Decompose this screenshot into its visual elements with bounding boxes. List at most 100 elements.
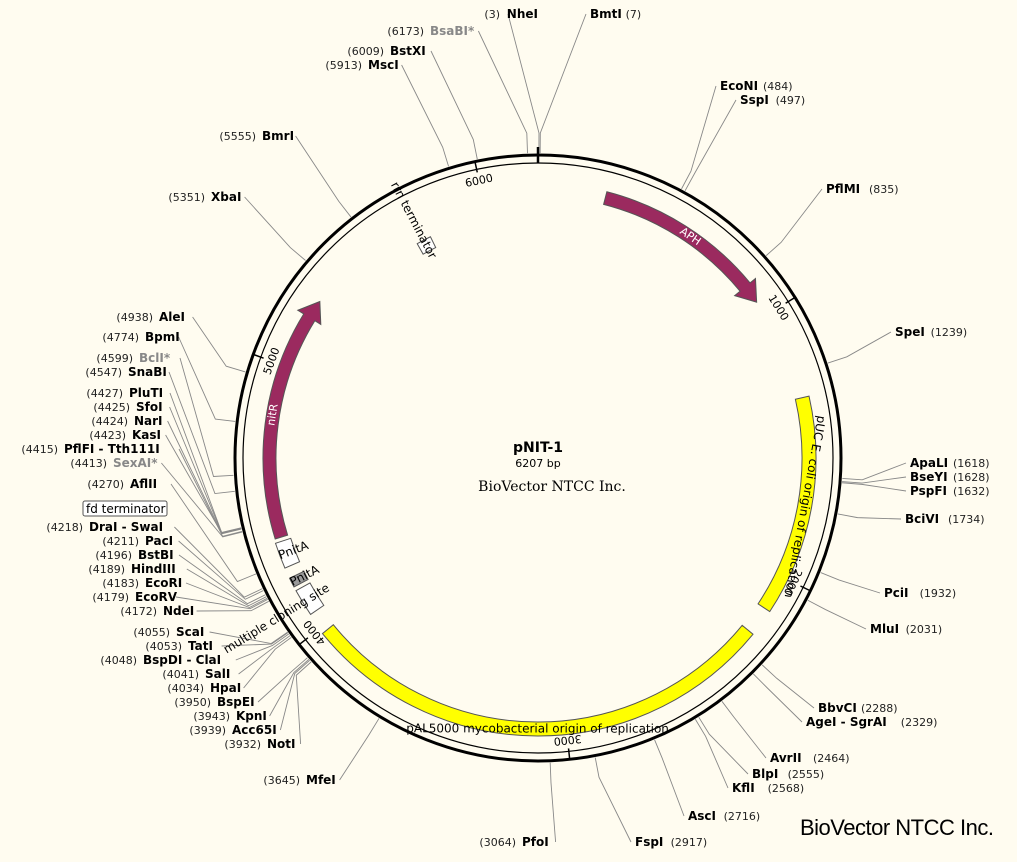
- site-sspi: SspI (497): [740, 93, 805, 107]
- site-ecorv: (4179) EcoRV: [92, 590, 177, 604]
- site-position: (4423): [89, 429, 126, 442]
- site-bcivi: BciVI (1734): [905, 512, 985, 526]
- site-position: (4172): [120, 605, 157, 618]
- site-asci: AscI (2716): [688, 809, 760, 823]
- site-name: PspFI: [910, 484, 947, 498]
- site-nari: (4424) NarI: [91, 414, 162, 428]
- site-position: (4034): [167, 682, 204, 695]
- site-name: SalI: [205, 667, 230, 681]
- feature-multiple-cloning-site: [295, 582, 325, 616]
- site-position: (5351): [168, 191, 205, 204]
- site-name: BclI*: [139, 351, 171, 365]
- site-bspei: (3950) BspEI: [174, 695, 254, 709]
- site-leader: [765, 188, 823, 256]
- site-position: (4599): [96, 352, 133, 365]
- restriction-sites: NheI(3) BmtI (7)(6173) BsaBI*(6009) BstXI(59…: [21, 7, 989, 849]
- site-pluti: (4427) PluTI: [86, 386, 163, 400]
- site-leader: [221, 632, 289, 647]
- site-name: BstXI: [390, 44, 426, 58]
- site-leader: [827, 331, 892, 364]
- site-leader: [178, 540, 264, 600]
- site-position: (2329): [901, 716, 938, 729]
- site-leader: [721, 701, 767, 759]
- site-position: (4424): [91, 415, 128, 428]
- site-name: EcoNI: [720, 79, 758, 93]
- organization: BioVector NTCC Inc.: [478, 479, 626, 495]
- site-name: AflII: [130, 477, 157, 491]
- site-ndei: (4172) NdeI: [120, 604, 194, 618]
- tick-mark: [567, 748, 571, 759]
- site-position: (4774): [102, 331, 139, 344]
- site-position: (1239): [931, 326, 968, 339]
- site-kasi: (4423) KasI: [89, 428, 161, 442]
- feature-label: nitR: [264, 402, 280, 426]
- site-name: SspI: [740, 93, 769, 107]
- tick-mark: [800, 585, 810, 592]
- site-fspi: FspI (2917): [635, 835, 707, 849]
- tick-mark: [785, 297, 795, 304]
- site-bmri: (5555) BmrI: [219, 129, 294, 143]
- site-pflfi-tth111i: (4415) PflFI - Tth111I: [21, 442, 159, 456]
- site-blpi: BlpI (2555): [752, 767, 824, 781]
- site-name: SfoI: [136, 400, 163, 414]
- brand-logo: BioVector NTCC Inc.: [800, 815, 994, 840]
- site-agei-sgrai: AgeI - SgrAI (2329): [806, 715, 937, 729]
- site-bpmi: (4774) BpmI: [102, 330, 179, 344]
- site-sfoi: (4425) SfoI: [93, 400, 162, 414]
- site-name: KpnI: [236, 709, 267, 723]
- site-acc65i: (3939) Acc65I: [189, 723, 276, 737]
- site-name: Acc65I: [232, 723, 277, 737]
- tick-label: 6000: [464, 171, 494, 190]
- site-name: KasI: [132, 428, 161, 442]
- site-leader: [196, 600, 269, 612]
- site-name: ScaI: [176, 625, 204, 639]
- site-name: AvrII: [770, 751, 802, 765]
- site-position: (3939): [189, 724, 226, 737]
- site-position: (484): [763, 80, 793, 93]
- feature-label: rrn terminator: [388, 179, 440, 261]
- site-bspdi-clai: (4048) BspDI - ClaI: [100, 653, 221, 667]
- site-tati: (4053) TatI: [145, 639, 213, 653]
- site-leader: [161, 462, 243, 538]
- feature-rrn-terminator: [416, 236, 437, 255]
- site-position: (2568): [768, 782, 805, 795]
- site-position: (3): [484, 8, 500, 21]
- fd-terminator-label: fd terminator: [86, 502, 165, 516]
- site-leader: [295, 135, 352, 218]
- site-name: XbaI: [211, 190, 241, 204]
- site-position: (2555): [788, 768, 825, 781]
- tick-mark: [299, 637, 309, 645]
- site-position: (4211): [102, 535, 139, 548]
- site-position: (6173): [387, 25, 424, 38]
- site-position: (4938): [116, 311, 153, 324]
- site-name: AscI: [688, 809, 716, 823]
- site-position: (497): [776, 94, 806, 107]
- site-leader: [175, 596, 268, 610]
- feature-pal5000-mycobacterial-origin-of-replication: [321, 624, 754, 737]
- site-position: (7): [626, 8, 642, 21]
- site-position: (4218): [46, 521, 83, 534]
- site-name: TatI: [188, 639, 213, 653]
- site-bseyi: BseYI (1628): [910, 470, 990, 484]
- site-aflii: (4270) AflII: [87, 477, 157, 491]
- site-pflmi: PflMI (835): [826, 182, 899, 196]
- site-bbvci: BbvCI (2288): [818, 701, 898, 715]
- site-leader: [178, 448, 243, 537]
- site-position: (4048): [100, 654, 137, 667]
- site-msci: (5913) MscI: [325, 58, 398, 72]
- tick-label: 3000: [553, 732, 582, 748]
- site-drai-swai: (4218) DraI - SwaI: [46, 520, 163, 534]
- site-name: EcoRI: [145, 576, 182, 590]
- site-pspfi: PspFI (1632): [910, 484, 990, 498]
- site-leader: [167, 420, 242, 534]
- site-name: PciI: [884, 586, 909, 600]
- site-name: ApaLI: [910, 456, 948, 470]
- site-sali: (4041) SalI: [162, 667, 230, 681]
- site-position: (3943): [193, 710, 230, 723]
- site-pcii: PciI (1932): [884, 586, 956, 600]
- site-nhei: NheI (3): [484, 7, 538, 21]
- tick-mark: [474, 162, 478, 173]
- feature-puc-e-coli-origin-of-replication: [757, 395, 817, 613]
- plasmid-name: pNIT-1: [513, 440, 563, 456]
